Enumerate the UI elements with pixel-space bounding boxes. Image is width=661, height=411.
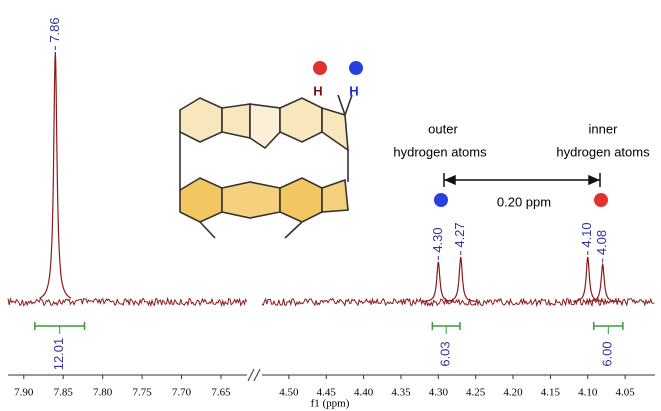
peak-label: 4.30 — [430, 227, 445, 252]
peak — [587, 262, 618, 302]
integral-label: 6.03 — [438, 341, 453, 366]
x-tick-label: 7.80 — [93, 387, 113, 399]
x-tick-label: 4.05 — [615, 387, 635, 399]
x-tick-label: 4.25 — [466, 387, 486, 399]
integral-label: 12.01 — [51, 338, 66, 371]
peak-label: 4.10 — [579, 222, 594, 247]
x-tick-label: 4.50 — [279, 387, 299, 399]
x-tick-label: 7.65 — [211, 387, 231, 399]
x-axis-label: f1 (ppm) — [311, 398, 350, 410]
blue-atom — [349, 61, 363, 75]
peak — [39, 51, 72, 299]
baseline-noise — [7, 296, 248, 308]
x-tick-label: 7.70 — [172, 387, 192, 399]
integral-label: 6.00 — [600, 341, 615, 366]
annotation: hydrogen atoms — [393, 144, 487, 159]
x-tick-label: 7.75 — [132, 387, 152, 399]
x-tick-label: 4.10 — [578, 387, 598, 399]
red-atom — [594, 193, 608, 207]
x-tick-label: 7.85 — [54, 387, 74, 399]
annotation: hydrogen atoms — [556, 144, 650, 159]
x-tick-label: 4.45 — [317, 387, 337, 399]
peak-label: 4.27 — [452, 222, 467, 247]
x-tick-label: 4.30 — [429, 387, 449, 399]
h-label: H — [313, 83, 322, 98]
x-tick-label: 7.90 — [14, 387, 34, 399]
x-tick-label: 4.15 — [541, 387, 561, 399]
peak — [423, 261, 454, 302]
axis-break — [247, 368, 261, 382]
annotation: outer — [428, 121, 458, 136]
x-tick-label: 4.20 — [503, 387, 523, 399]
red-atom — [313, 61, 327, 75]
x-tick-label: 4.35 — [391, 387, 411, 399]
h-label: H — [349, 83, 358, 98]
molecule — [179, 94, 353, 239]
blue-atom — [434, 193, 448, 207]
peak-label: 7.86 — [47, 17, 62, 42]
distance-bar — [443, 173, 601, 187]
peak — [445, 256, 476, 302]
peak-label: 4.08 — [594, 230, 609, 255]
x-tick-label: 4.40 — [354, 387, 374, 399]
peak — [572, 256, 603, 302]
annotation: 0.20 ppm — [497, 194, 551, 209]
annotation: inner — [589, 121, 619, 136]
